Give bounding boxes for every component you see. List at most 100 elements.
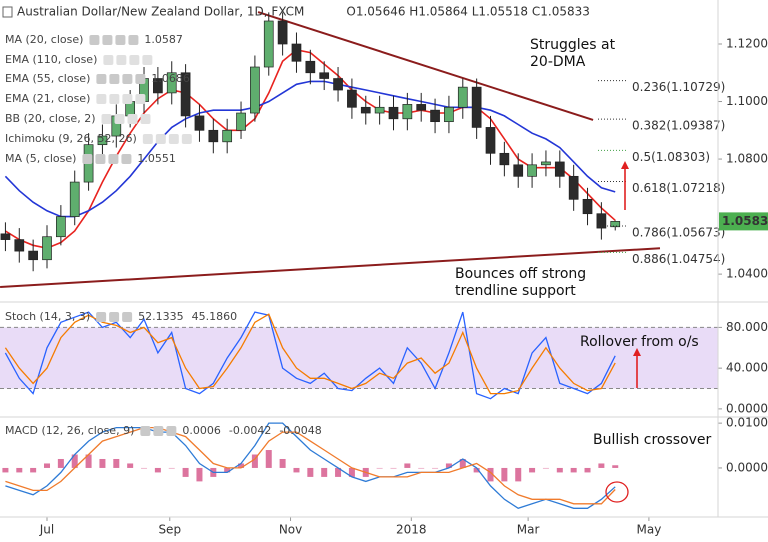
histogram-bar bbox=[196, 467, 203, 482]
histogram-bar bbox=[307, 467, 314, 477]
histogram-bar bbox=[570, 467, 577, 473]
candle-body bbox=[499, 152, 510, 166]
histogram-bar bbox=[141, 467, 148, 469]
histogram-bar bbox=[459, 458, 466, 468]
histogram-bar bbox=[584, 467, 591, 473]
candle-body bbox=[97, 135, 108, 146]
candle-body bbox=[42, 236, 52, 261]
candle-body bbox=[319, 72, 330, 79]
legend-value: 1.0587 bbox=[144, 33, 183, 46]
legend-name: EMA (55, close) bbox=[5, 72, 90, 85]
legend-icon bbox=[140, 114, 151, 124]
histogram-bar bbox=[113, 458, 120, 468]
fib-label: 0.618(1.07218) bbox=[632, 181, 725, 195]
candle-body bbox=[208, 129, 219, 143]
x-tick-label: Mar bbox=[517, 523, 540, 537]
candle-body bbox=[513, 164, 524, 177]
histogram-bar bbox=[44, 463, 51, 468]
fib-label: 0.786(1.05673) bbox=[632, 225, 725, 239]
candle-body bbox=[222, 129, 233, 143]
candle-body bbox=[291, 43, 302, 62]
legend-icon bbox=[181, 134, 192, 144]
fib-label: 0.5(1.08303) bbox=[632, 150, 710, 164]
legend-icon bbox=[128, 35, 139, 45]
legend-value: 1.0551 bbox=[137, 152, 176, 165]
trendline bbox=[257, 11, 594, 121]
candle-body bbox=[347, 89, 357, 108]
legend-name: EMA (21, close) bbox=[5, 92, 90, 105]
annotation: Bounces off strong bbox=[455, 266, 586, 282]
candle-body bbox=[554, 161, 565, 177]
legend-icon bbox=[155, 134, 166, 144]
histogram-bar bbox=[154, 467, 161, 473]
histogram-bar bbox=[529, 467, 536, 473]
legend-icon bbox=[142, 134, 153, 144]
histogram-bar bbox=[348, 467, 355, 477]
y-tick-label: 0.0000 bbox=[726, 460, 768, 474]
legend-value: -0.0048 bbox=[279, 424, 321, 437]
candle-body bbox=[153, 78, 163, 94]
histogram-bar bbox=[473, 467, 480, 473]
histogram-bar bbox=[598, 463, 605, 468]
candle-body bbox=[360, 106, 371, 114]
legend-value: 0.0006 bbox=[182, 424, 221, 437]
annotation: Rollover from o/s bbox=[580, 334, 699, 350]
last-price-badge bbox=[719, 212, 768, 231]
legend-icon bbox=[122, 94, 133, 104]
legend-icon bbox=[127, 114, 138, 124]
candle-body bbox=[263, 20, 274, 68]
last-price-label: 1.05833 bbox=[722, 214, 768, 228]
legend-icon bbox=[109, 94, 120, 104]
legend-icon bbox=[121, 154, 132, 164]
legend-icon bbox=[101, 114, 112, 124]
candle-body bbox=[166, 72, 177, 94]
legend-name: BB (20, close, 2) bbox=[5, 112, 96, 125]
legend-name: Stoch (14, 3, 3) bbox=[5, 310, 90, 323]
histogram-bar bbox=[487, 467, 494, 482]
chart-title: Australian Dollar/New Zealand Dollar, 1D… bbox=[17, 5, 304, 19]
histogram-bar bbox=[445, 463, 452, 468]
histogram-bar bbox=[335, 467, 342, 477]
x-tick-label: Sep bbox=[158, 523, 181, 537]
collapse-icon bbox=[2, 6, 13, 18]
legend-icon bbox=[142, 55, 153, 65]
legend-value: 1.0686 bbox=[151, 72, 190, 85]
legend-icon bbox=[122, 74, 133, 84]
histogram-bar bbox=[279, 458, 286, 468]
legend-icon bbox=[114, 114, 125, 124]
legend-icon bbox=[102, 35, 113, 45]
candle-body bbox=[28, 250, 38, 261]
histogram-bar bbox=[182, 467, 189, 477]
histogram-bar bbox=[168, 467, 175, 469]
candle-body bbox=[457, 86, 468, 108]
x-tick-label: Jul bbox=[39, 523, 54, 537]
candle-body bbox=[180, 72, 191, 117]
candle-body bbox=[444, 106, 454, 123]
candle-body bbox=[374, 106, 385, 114]
indicator-line bbox=[5, 426, 616, 505]
legend-name: MACD (12, 26, close, 9) bbox=[5, 424, 134, 437]
legend-icon bbox=[122, 312, 133, 322]
candle-body bbox=[236, 112, 246, 131]
legend-value: 52.1335 bbox=[138, 310, 184, 323]
legend-value: -0.0042 bbox=[229, 424, 271, 437]
legend-icon bbox=[129, 55, 140, 65]
candle-body bbox=[250, 66, 260, 114]
legend-icon bbox=[89, 35, 100, 45]
legend-icon bbox=[135, 74, 146, 84]
annotation: 20-DMA bbox=[530, 54, 586, 70]
legend-icon bbox=[96, 94, 107, 104]
candle-body bbox=[416, 104, 427, 111]
annotation: Bullish crossover bbox=[593, 432, 712, 448]
candle-body bbox=[0, 233, 11, 240]
candle-body bbox=[69, 181, 80, 217]
histogram-bar bbox=[238, 463, 245, 468]
histogram-bar bbox=[57, 458, 64, 468]
annotation: trendline support bbox=[455, 283, 576, 299]
legend-icon bbox=[96, 74, 107, 84]
candle-body bbox=[568, 175, 579, 200]
histogram-bar bbox=[265, 450, 272, 468]
histogram-bar bbox=[99, 458, 106, 468]
